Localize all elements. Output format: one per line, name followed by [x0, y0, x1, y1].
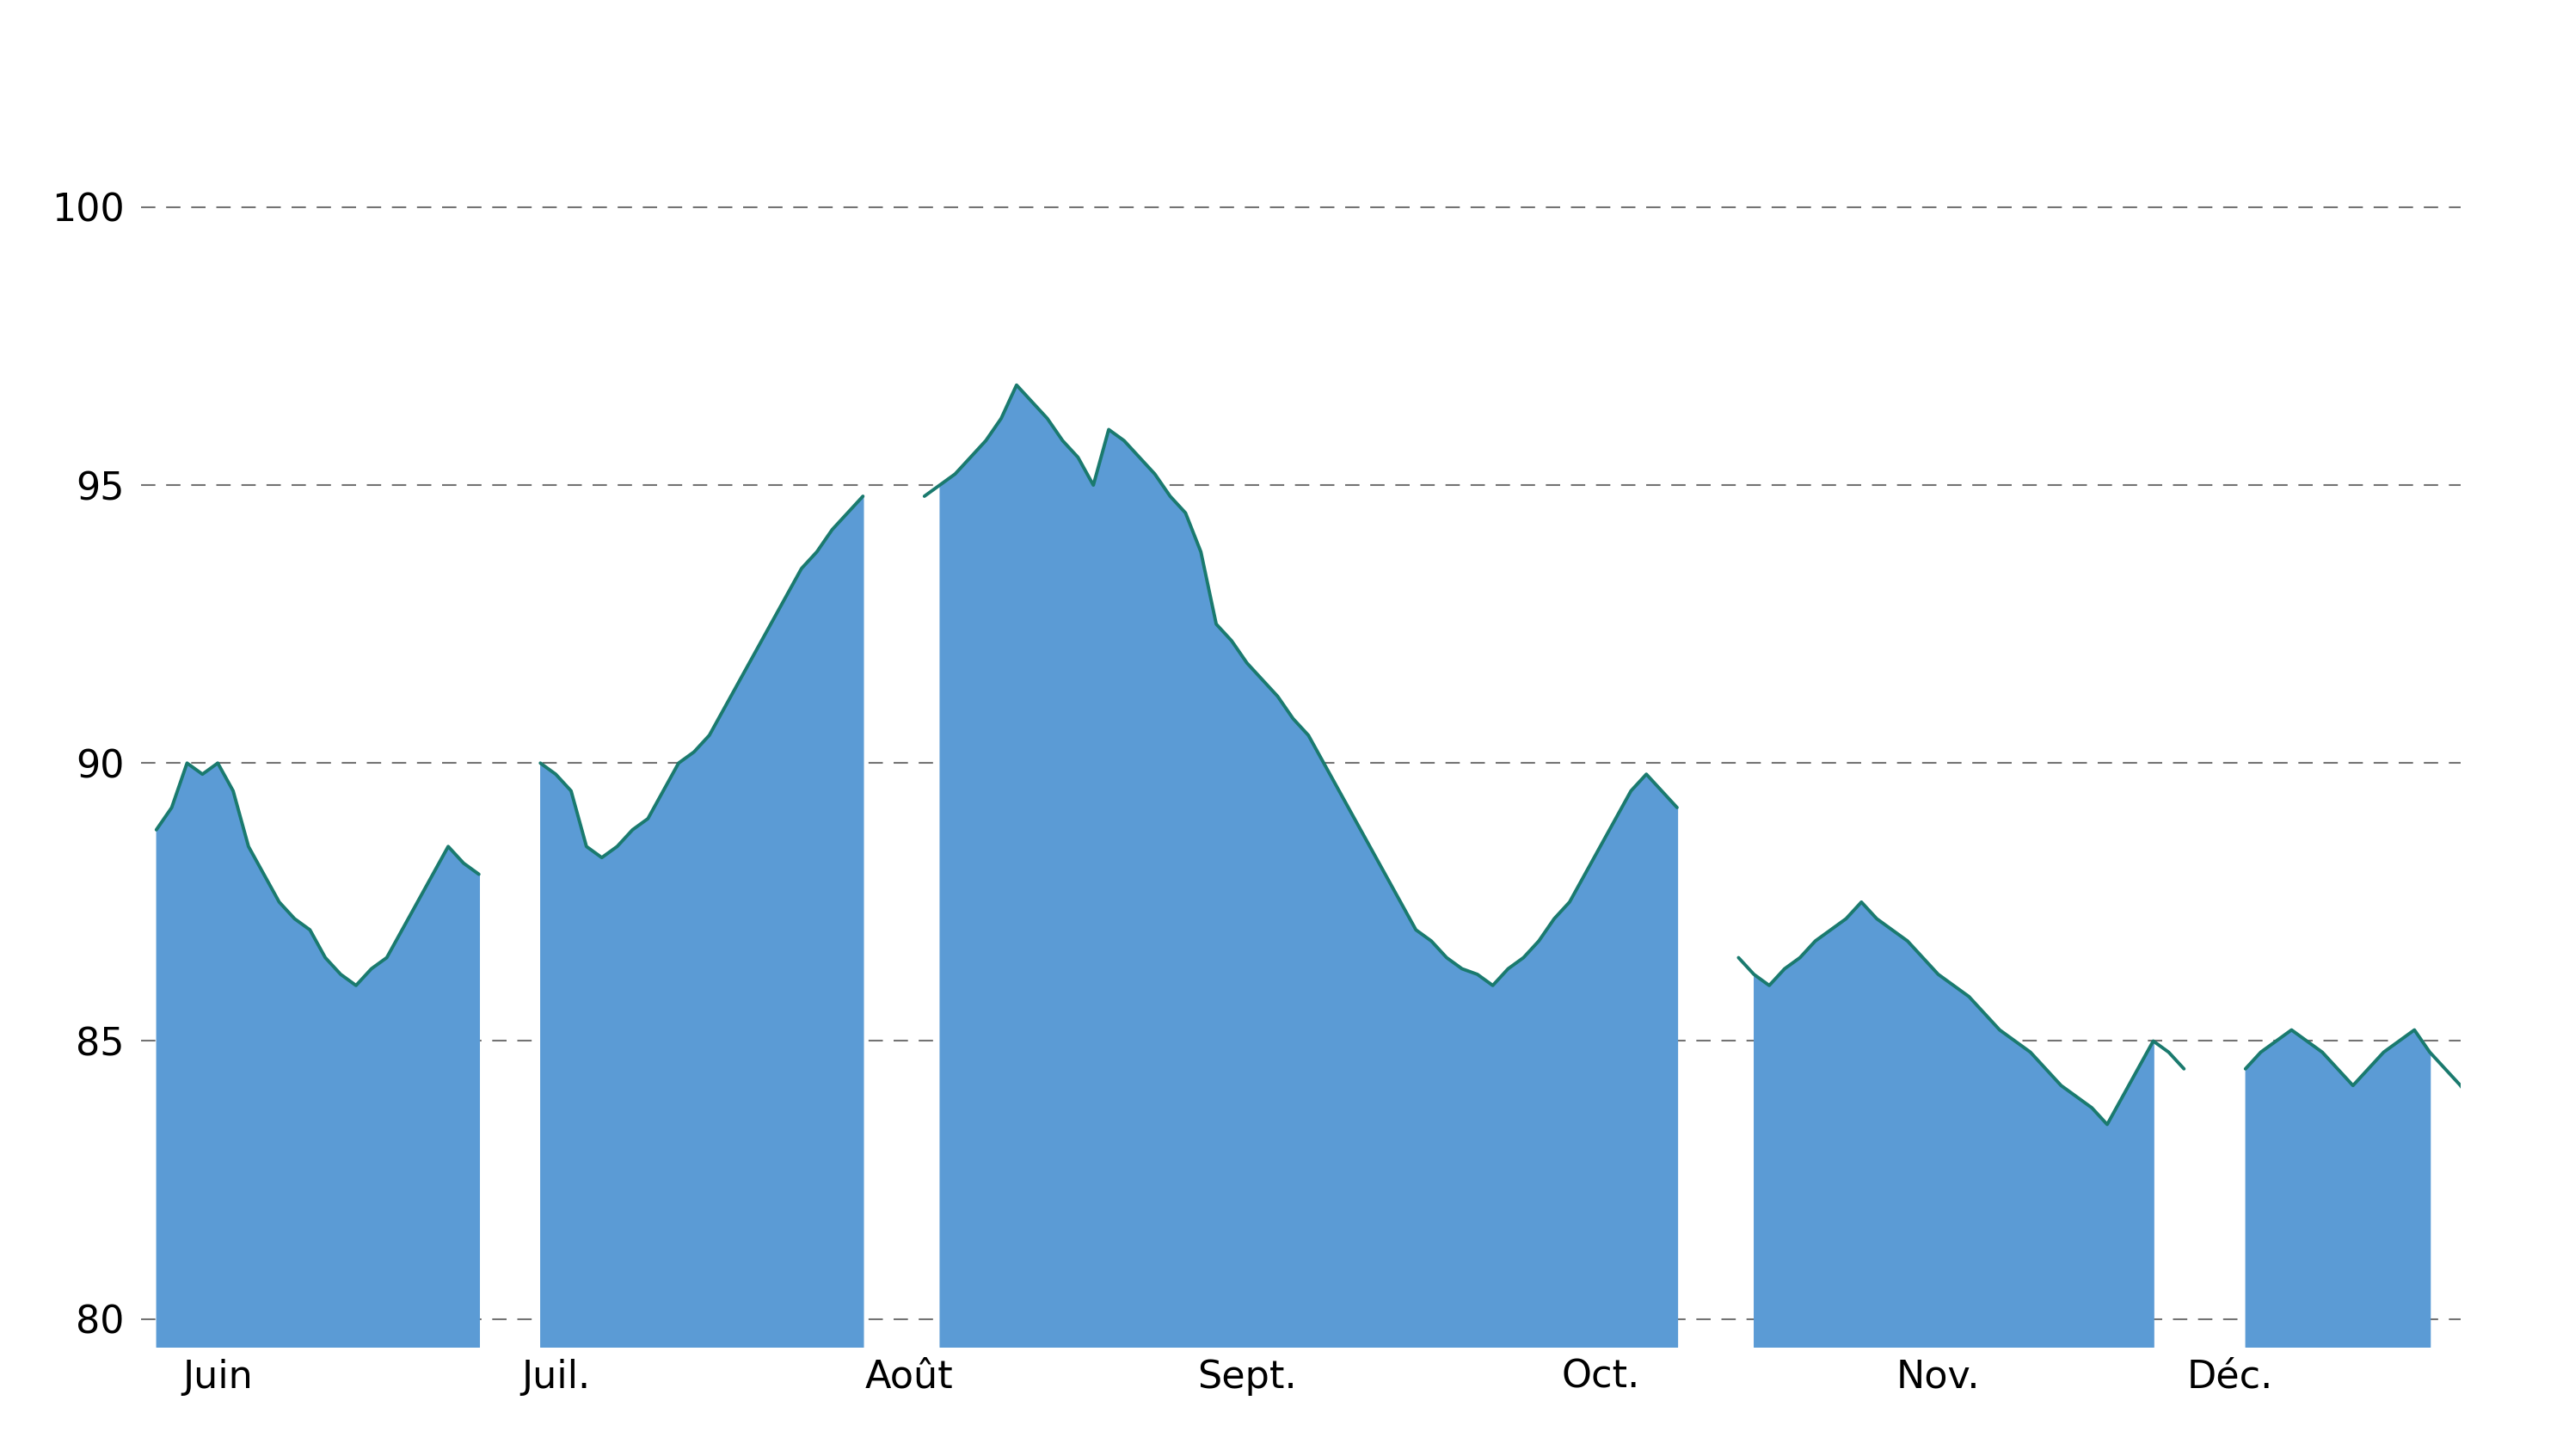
Text: EIFFAGE: EIFFAGE: [1107, 22, 1456, 98]
